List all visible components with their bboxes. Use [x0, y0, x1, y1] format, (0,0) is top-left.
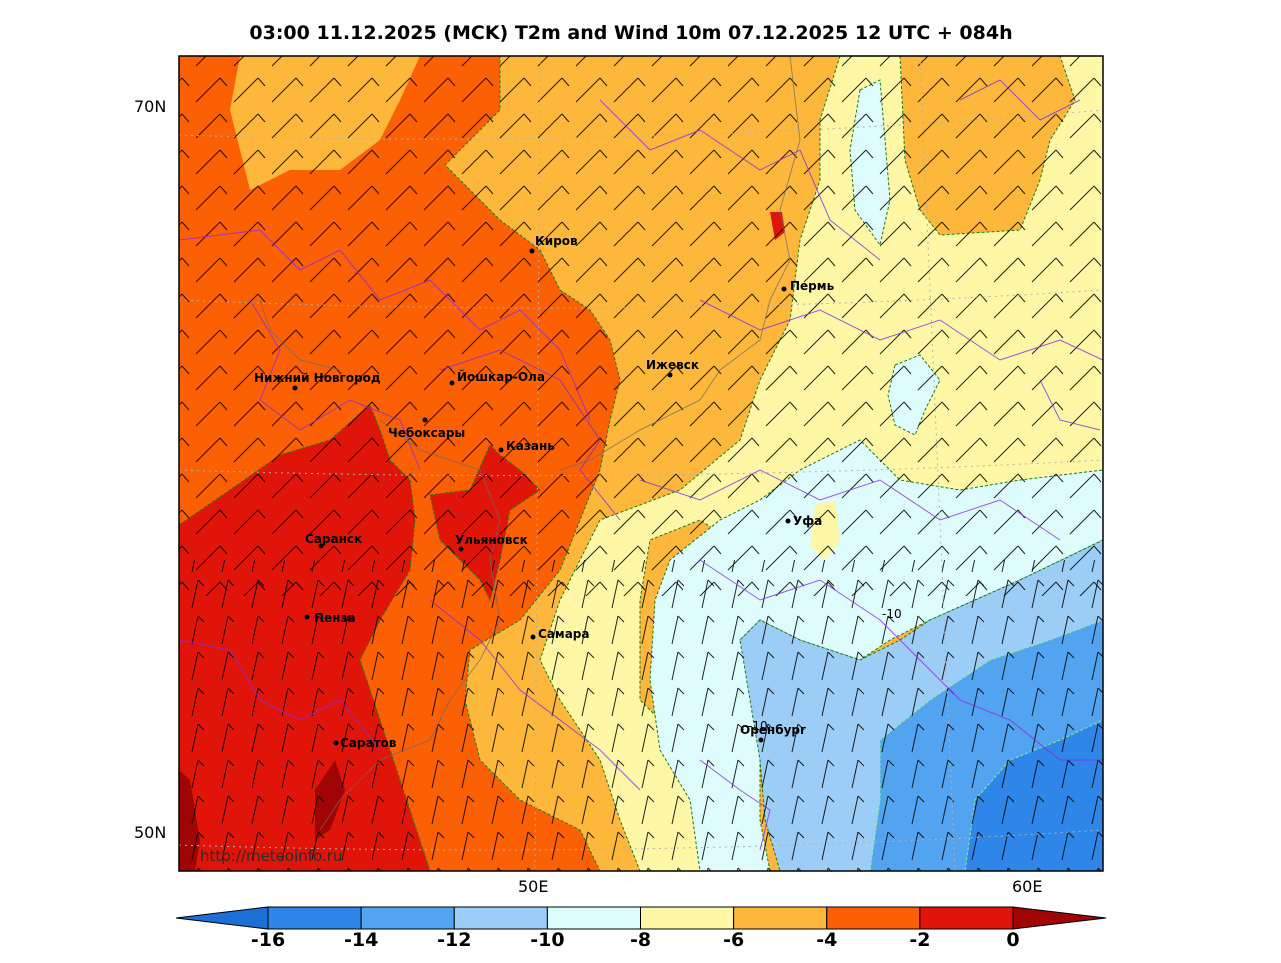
city-yoshkar-ola: Йошкар-Ола	[449, 369, 545, 386]
contour-label: -10	[882, 607, 902, 621]
city-markers: Киров Пермь Нижний Новгород Йошкар-Ола И…	[254, 234, 835, 750]
colorbar-swatch	[453, 906, 548, 930]
city-ufa: Уфа	[785, 514, 822, 528]
colorbar-tick-label: 0	[1006, 929, 1020, 951]
city-ulyanovsk: Ульяновск	[455, 533, 528, 552]
svg-text:Самара: Самара	[538, 627, 590, 641]
colorbar-swatch	[267, 906, 362, 930]
city-saratov: Саратов	[333, 736, 397, 750]
lon-label-50e: 50E	[518, 877, 549, 896]
city-kirov: Киров	[529, 234, 578, 254]
colorbar-tick-label: -12	[437, 929, 472, 951]
colorbar-swatch	[546, 906, 641, 930]
city-saransk: Саранск	[305, 532, 362, 549]
colorbar-swatch	[733, 906, 828, 930]
svg-text:Саратов: Саратов	[340, 736, 397, 750]
city-perm: Пермь	[781, 279, 835, 293]
lat-label-50n: 50N	[134, 823, 167, 842]
city-cheboksary: Чебоксары	[388, 417, 465, 440]
colorbar-swatch	[919, 906, 1014, 930]
city-nizhny-novgorod: Нижний Новгород	[254, 371, 381, 391]
colorbar-tick-label: -4	[816, 929, 838, 951]
contour-label: -10	[748, 719, 768, 733]
map-area: http://meteoinfo.ru	[179, 56, 1103, 871]
svg-text:Уфа: Уфа	[793, 514, 822, 528]
colorbar-tick-label: -8	[629, 929, 652, 951]
colorbar-tick-label: -10	[530, 929, 565, 951]
watermark: http://meteoinfo.ru	[200, 847, 342, 865]
svg-text:Нижний Новгород: Нижний Новгород	[254, 371, 381, 385]
svg-text:Пенза: Пенза	[314, 611, 356, 625]
colorbar-swatch	[826, 906, 921, 930]
colorbar-extend-low	[175, 906, 269, 930]
svg-text:Оренбург: Оренбург	[740, 723, 806, 737]
svg-text:Ижевск: Ижевск	[646, 358, 699, 372]
svg-text:Чебоксары: Чебоксары	[388, 426, 465, 440]
svg-text:Киров: Киров	[535, 234, 578, 248]
colorbar-extend-high	[1012, 906, 1107, 930]
city-izhevsk: Ижевск	[646, 358, 699, 378]
city-samara: Самара	[530, 627, 590, 641]
svg-text:Йошкар-Ола: Йошкар-Ола	[457, 369, 545, 384]
colorbar-swatch	[360, 906, 455, 930]
map-title: 03:00 11.12.2025 (MCK) T2m and Wind 10m …	[249, 22, 1013, 44]
colorbar-tick-label: -14	[343, 929, 379, 951]
colorbar-swatch	[640, 906, 735, 930]
colorbar-tick-label: -2	[909, 929, 931, 951]
svg-text:Пермь: Пермь	[790, 279, 835, 293]
svg-text:Казань: Казань	[506, 439, 555, 453]
city-kazan: Казань	[498, 439, 555, 453]
colorbar	[175, 906, 1107, 930]
city-orenburg: Оренбург	[740, 723, 806, 743]
svg-text:Ульяновск: Ульяновск	[455, 533, 528, 547]
colorbar-tick-label: -16	[250, 929, 286, 951]
svg-text:Саранск: Саранск	[305, 532, 362, 546]
city-penza: Пенза	[304, 611, 356, 625]
colorbar-tick-label: -6	[723, 929, 745, 951]
lon-label-60e: 60E	[1012, 877, 1043, 896]
lat-label-70n: 70N	[134, 97, 167, 116]
